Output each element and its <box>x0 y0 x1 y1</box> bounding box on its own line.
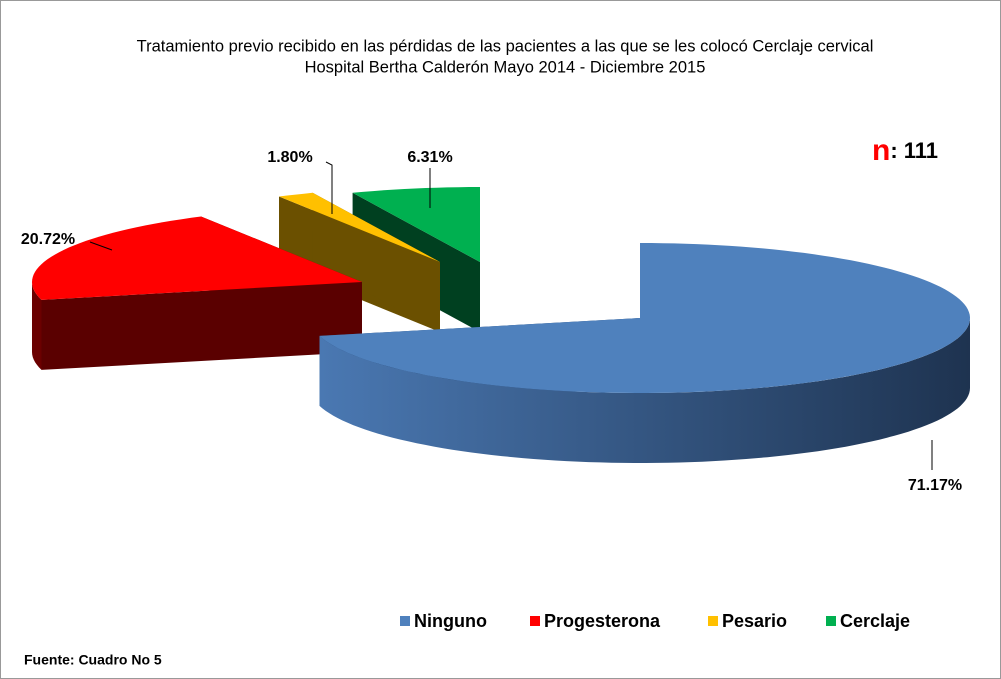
chart-subtitle: Hospital Bertha Calderón Mayo 2014 - Dic… <box>305 58 706 76</box>
annotation-value: : 111 <box>890 138 938 163</box>
slice <box>279 192 440 262</box>
slice <box>32 216 362 300</box>
data-label: 6.31% <box>407 149 452 166</box>
data-label: 20.72% <box>21 231 75 248</box>
annotation-n: n <box>872 134 890 167</box>
legend-label: Progesterona <box>544 611 661 631</box>
slice-side <box>32 282 42 370</box>
legend-swatch <box>826 616 836 626</box>
slice <box>352 187 480 262</box>
legend-label: Cerclaje <box>840 611 910 631</box>
slice <box>319 243 970 393</box>
leader-line <box>325 161 333 214</box>
legend-swatch <box>400 616 410 626</box>
slice-side <box>319 318 970 463</box>
legend-swatch <box>530 616 540 626</box>
data-label: 1.80% <box>267 149 312 166</box>
legend-label: Pesario <box>722 611 787 631</box>
data-label: 71.17% <box>908 477 962 494</box>
legend-label: Ninguno <box>414 611 487 631</box>
source: Fuente: Cuadro No 5 <box>24 652 162 668</box>
legend-swatch <box>708 616 718 626</box>
slice-face <box>312 192 440 332</box>
leader-line <box>89 241 113 251</box>
annotation: n: 111 <box>872 134 938 167</box>
chart-title: Tratamiento previo recibido en las pérdi… <box>137 37 874 55</box>
